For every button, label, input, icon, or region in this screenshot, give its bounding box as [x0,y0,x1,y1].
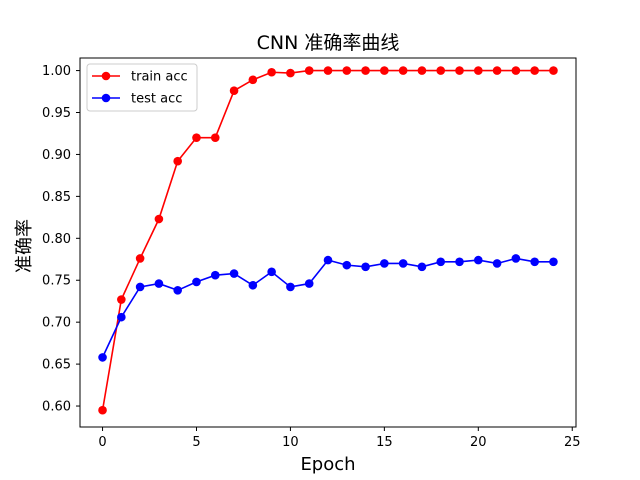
legend: train acc test acc [86,63,198,112]
data-point-train-acc [549,66,558,75]
y-tick-label: 0.90 [42,148,71,163]
y-tick-label: 1.00 [42,64,71,79]
data-point-train-acc [492,66,502,75]
data-point-train-acc [436,66,446,75]
data-point-test-acc [135,282,145,292]
y-axis-ticks: 0.60 0.65 0.70 0.75 0.80 0.85 0.90 0.95 1.00 [42,64,80,415]
legend-label-train-acc: train acc [131,70,188,85]
plot-frame [79,57,577,428]
data-point-test-acc [549,257,558,267]
x-tick-label: 15 [376,435,393,450]
data-point-train-acc [455,66,464,75]
data-point-train-acc [229,86,239,96]
data-point-test-acc [511,254,521,263]
data-point-test-acc [210,270,220,280]
x-tick-label: 5 [192,435,200,450]
x-axis-ticks: 0 5 10 15 20 25 [98,427,581,450]
data-point-test-acc [474,255,483,265]
data-point-train-acc [530,66,539,75]
data-point-train-acc [210,133,220,142]
data-point-train-acc [192,133,201,142]
y-tick-label: 0.95 [42,106,71,121]
data-point-train-acc [361,66,370,75]
x-tick-label: 0 [98,435,106,450]
data-point-train-acc [154,214,164,224]
data-point-train-acc [117,295,126,304]
data-point-train-acc [135,254,145,263]
data-point-train-acc [398,66,408,75]
legend-label-test-acc: test acc [131,92,182,107]
data-point-train-acc [286,68,295,78]
data-point-test-acc [248,280,258,290]
y-tick-label: 0.60 [42,400,71,415]
data-point-test-acc [229,269,239,278]
data-point-test-acc [304,279,314,288]
data-point-train-acc [248,75,258,85]
data-point-test-acc [173,286,182,295]
data-point-train-acc [380,66,389,75]
data-point-train-acc [474,66,483,75]
data-point-test-acc [417,262,427,272]
y-tick-label: 0.70 [42,316,71,331]
data-point-test-acc [342,260,352,270]
legend-marker-test-acc [101,93,111,103]
data-point-test-acc [361,262,370,272]
data-point-test-acc [154,279,164,288]
x-tick-label: 20 [470,435,487,450]
legend-marker-train-acc [101,71,111,81]
series-line-test-acc [101,257,554,358]
data-point-test-acc [286,282,295,292]
data-point-test-acc [398,259,408,268]
data-point-test-acc [436,257,446,267]
data-point-train-acc [267,67,276,77]
y-tick-label: 0.75 [42,274,71,289]
data-point-test-acc [192,277,201,287]
data-point-train-acc [417,66,427,75]
data-point-train-acc [342,66,352,75]
data-point-test-acc [492,259,502,268]
data-point-train-acc [98,405,107,415]
data-point-test-acc [323,255,333,265]
chart-title: CNN 准确率曲线 [257,32,400,54]
series-layer [98,66,558,415]
data-point-train-acc [173,156,182,166]
data-point-train-acc [304,66,314,75]
data-point-test-acc [267,267,276,277]
y-tick-label: 0.85 [42,190,71,205]
data-point-test-acc [455,257,464,267]
y-tick-label: 0.65 [42,358,71,373]
series-line-train-acc [101,69,554,411]
y-axis-label: 准确率 [14,219,35,273]
y-tick-label: 0.80 [42,232,71,247]
plot-area [79,57,577,428]
x-tick-label: 25 [564,435,581,450]
x-tick-label: 10 [282,435,299,450]
x-axis-label: Epoch [300,454,355,475]
data-point-test-acc [380,259,389,268]
data-point-test-acc [98,353,107,362]
data-point-train-acc [511,66,521,75]
data-point-train-acc [323,66,333,75]
data-point-test-acc [117,312,126,322]
data-point-test-acc [530,257,539,267]
